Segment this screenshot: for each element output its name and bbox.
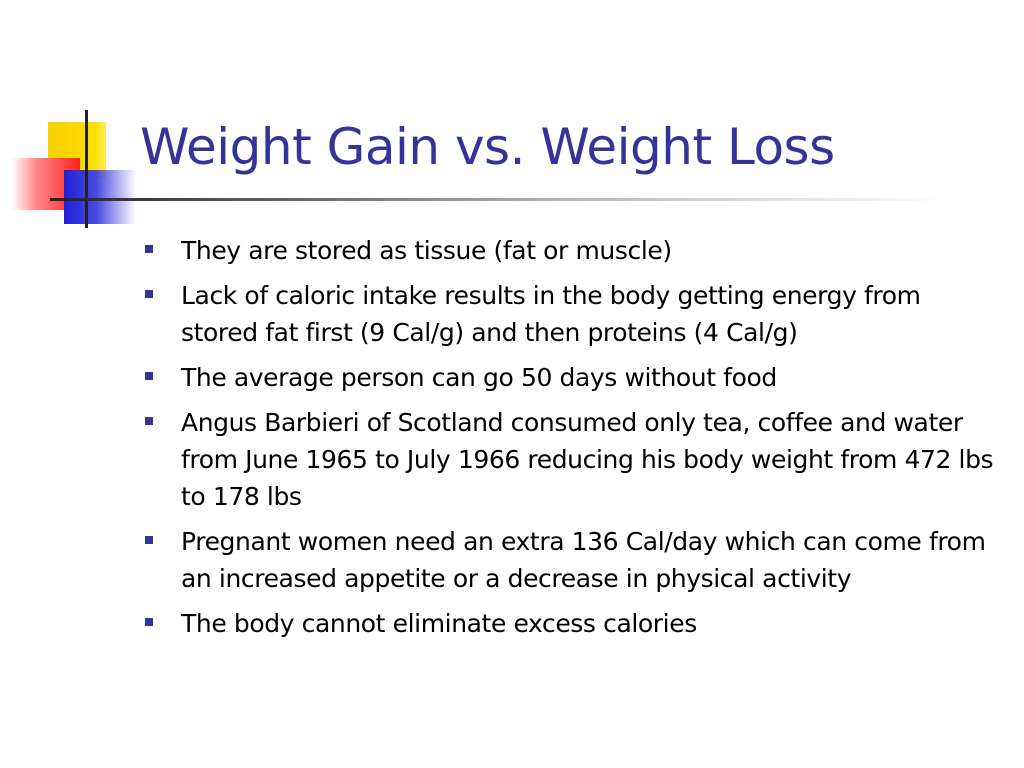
bullet-text: They are stored as tissue (fat or muscle…: [181, 236, 672, 265]
bullet-text: Lack of caloric intake results in the bo…: [181, 281, 921, 347]
bullet-text: The body cannot eliminate excess calorie…: [181, 609, 697, 638]
vertical-rule-decoration: [85, 110, 88, 228]
bullet-item: The average person can go 50 days withou…: [145, 359, 995, 396]
bullet-text: Pregnant women need an extra 136 Cal/day…: [181, 527, 986, 593]
title-underline-rule: [50, 198, 950, 201]
bullet-item: Lack of caloric intake results in the bo…: [145, 277, 995, 351]
square-bullet-icon: [145, 417, 153, 425]
square-bullet-icon: [145, 372, 153, 380]
square-bullet-icon: [145, 618, 153, 626]
bullet-item: Pregnant women need an extra 136 Cal/day…: [145, 523, 995, 597]
bullet-text: Angus Barbieri of Scotland consumed only…: [181, 408, 994, 511]
bullet-item: They are stored as tissue (fat or muscle…: [145, 232, 995, 269]
slide-title: Weight Gain vs. Weight Loss: [140, 118, 835, 176]
bullet-text: The average person can go 50 days withou…: [181, 363, 777, 392]
decorative-corner-graphic: [0, 0, 150, 240]
bullet-item: The body cannot eliminate excess calorie…: [145, 605, 995, 642]
square-bullet-icon: [145, 245, 153, 253]
blue-square-decoration: [64, 170, 136, 224]
square-bullet-icon: [145, 536, 153, 544]
bullet-item: Angus Barbieri of Scotland consumed only…: [145, 404, 995, 515]
square-bullet-icon: [145, 290, 153, 298]
bullet-list: They are stored as tissue (fat or muscle…: [145, 232, 995, 650]
